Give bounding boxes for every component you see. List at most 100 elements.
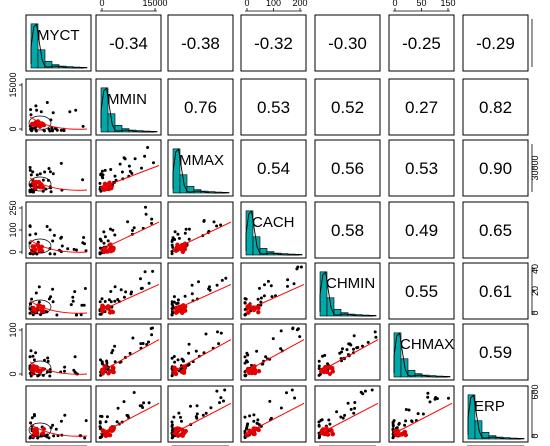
correlation-value: 0.53: [405, 159, 438, 178]
correlation-value: 0.58: [331, 221, 364, 240]
scatter-point: [172, 415, 176, 419]
fit-line: [392, 402, 453, 435]
scatter-point: [30, 297, 34, 301]
scatter-point: [84, 419, 88, 423]
scatter-point: [102, 241, 106, 245]
panel-r0-c0: MYCT: [25, 14, 92, 72]
scatter-point: [341, 347, 344, 351]
scatter-point: [258, 286, 261, 290]
scatter-point-dense: [175, 247, 180, 253]
panel-border: [167, 14, 234, 72]
scatter-point: [51, 128, 54, 132]
scatter-point: [100, 297, 104, 301]
correlation-value: -0.25: [402, 34, 441, 53]
correlation-value: 0.56: [331, 159, 364, 178]
panel-r2-c2: MMAX: [167, 139, 234, 197]
scatter-points: [317, 388, 374, 440]
scatter-point: [28, 233, 32, 237]
panel-border: [462, 385, 529, 443]
scatter-points: [391, 391, 450, 440]
scatter-point: [139, 287, 143, 290]
scatter-point: [105, 415, 109, 419]
axis-layer: 0500150001500003000001002000204005015004…: [8, 0, 540, 446]
scatter-point-dense: [33, 183, 38, 188]
scatter-point: [170, 250, 174, 253]
scatter-point: [150, 221, 154, 225]
scatter-point: [395, 426, 399, 430]
scatter-point: [99, 189, 103, 193]
correlation-value: 0.49: [405, 221, 438, 240]
scatter-point: [187, 237, 191, 241]
scatter-point: [49, 190, 53, 194]
fit-line: [99, 402, 160, 435]
tick-label: 15000: [8, 72, 18, 97]
scatter-point: [110, 351, 114, 355]
fit-line: [318, 402, 379, 435]
scatter-point: [243, 355, 247, 359]
axis-top-mmin: 0 15000: [99, 0, 168, 12]
panel-border: [25, 139, 92, 197]
tick-label: 100: [266, 0, 281, 8]
scatter-point: [103, 168, 107, 172]
density-ellipse: [28, 422, 52, 438]
scatter-point: [255, 349, 259, 353]
scatter-point: [59, 128, 63, 132]
panel-r1-c1: MMIN: [95, 78, 162, 136]
variable-label: CHMAX: [400, 336, 454, 353]
scatter-point: [147, 281, 151, 285]
scatter-point: [248, 414, 252, 418]
scatter-point: [46, 356, 50, 360]
fit-line: [99, 165, 160, 189]
scatter-point: [447, 396, 450, 400]
scatter-point: [269, 284, 273, 288]
scatter-point: [109, 227, 112, 231]
scatter-point: [47, 297, 51, 301]
panel-border: [462, 262, 529, 320]
scatter-point: [223, 388, 227, 392]
scatter-point: [177, 236, 181, 240]
panel-r3-c0: [25, 201, 92, 259]
panel-border: [95, 323, 162, 381]
scatter-point: [190, 292, 194, 296]
scatter-point: [103, 300, 107, 303]
density-ellipse: [28, 360, 52, 376]
scatter-point: [98, 300, 102, 304]
scatter-point: [48, 228, 52, 232]
scatter-points: [98, 391, 151, 440]
scatter-point: [131, 229, 134, 232]
panel-r2-c3: 0.54: [240, 139, 307, 197]
fit-line: [171, 402, 232, 435]
correlation-value: 0.53: [257, 98, 290, 117]
scatter-point-dense: [172, 366, 177, 371]
scatter-point: [35, 108, 39, 112]
scatter-point: [81, 178, 85, 182]
panel-border: [314, 14, 381, 72]
scatter-point-dense: [105, 431, 110, 436]
scatter-point: [144, 212, 148, 216]
scatter-point: [317, 367, 321, 370]
scatter-point: [51, 172, 55, 176]
tick-label: 0: [530, 310, 540, 315]
scatter-point: [47, 436, 51, 440]
scatter-point: [32, 358, 36, 362]
tick-label: 0: [392, 0, 397, 8]
scatter-point: [102, 230, 106, 234]
scatter-point: [147, 340, 150, 344]
scatter-point: [218, 401, 221, 405]
scatter-point: [264, 355, 268, 359]
scatter-point: [296, 327, 300, 331]
scatter-point-dense: [247, 370, 252, 375]
correlation-value: 0.27: [405, 98, 438, 117]
scatter-point: [51, 111, 55, 115]
scatter-point: [353, 401, 357, 404]
scatter-point: [45, 101, 49, 104]
scatter-point: [138, 404, 142, 408]
scatter-point: [245, 360, 249, 364]
scatter-point: [293, 396, 297, 400]
scatter-point: [212, 220, 216, 224]
hist-bar: [252, 236, 261, 256]
scatter-point: [341, 416, 345, 420]
scatter-point: [141, 406, 145, 409]
panel-r1-c3: 0.53: [240, 78, 307, 136]
scatter-point: [250, 363, 253, 367]
